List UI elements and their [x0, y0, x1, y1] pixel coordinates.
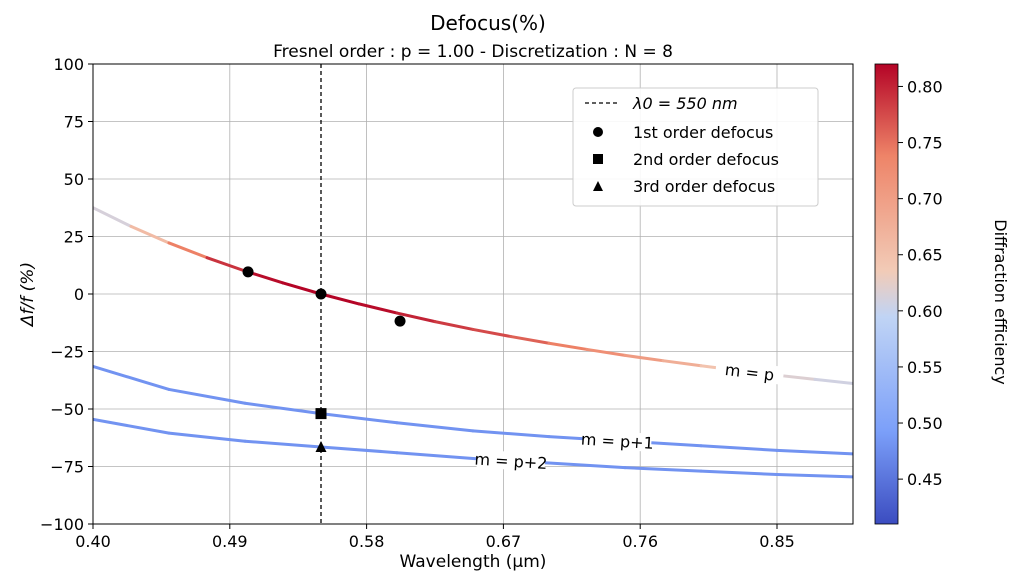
- legend: λ0 = 550 nm 1st order defocus 2nd order …: [572, 87, 819, 207]
- series-segment: [813, 377, 853, 385]
- colorbar-tick-label: 0.50: [907, 414, 943, 433]
- defocus-markers: [242, 266, 406, 452]
- series-segment: [509, 335, 551, 345]
- third-order-marker: [315, 440, 327, 452]
- x-axis-ticks: 0.40 0.49 0.58 0.67 0.76 0.85: [75, 524, 795, 551]
- x-tick-label: 0.85: [759, 532, 795, 551]
- y-tick-label: −50: [50, 400, 84, 419]
- series-segment: [585, 347, 627, 357]
- series-segment: [319, 292, 361, 306]
- colorbar-tick-label: 0.70: [907, 190, 943, 209]
- series-segment: [623, 353, 665, 363]
- colorbar: [874, 63, 899, 525]
- first-order-marker: [242, 266, 254, 278]
- series-segment: [471, 429, 551, 439]
- series-line-1: [93, 206, 853, 385]
- second-order-marker: [315, 408, 327, 420]
- legend-label-third-order: 3rd order defocus: [633, 177, 775, 196]
- series-segment: [319, 445, 399, 455]
- series-segment: [243, 401, 323, 416]
- legend-triangle-symbol: [593, 181, 603, 191]
- curve-label-bg: [714, 358, 785, 385]
- series-segment: [243, 439, 323, 449]
- legend-label-reference: λ0 = 550 nm: [632, 94, 738, 113]
- legend-square-symbol: [593, 154, 603, 164]
- series-segment: [395, 421, 475, 433]
- curve-label: m = p+1: [580, 430, 654, 453]
- series-segment: [775, 448, 853, 456]
- series-segment: [661, 359, 703, 368]
- series-segment: [319, 412, 399, 425]
- series-segment: [167, 431, 247, 443]
- y-tick-label: 25: [64, 228, 84, 247]
- series-line-3: [93, 417, 853, 479]
- curve-labels: m = p m = p+1 m = p+2: [474, 358, 785, 473]
- x-tick-label: 0.40: [75, 532, 111, 551]
- series-segment: [395, 451, 475, 460]
- y-tick-label: −100: [40, 515, 84, 534]
- series-segment: [699, 469, 779, 477]
- colorbar-tick-label: 0.60: [907, 302, 943, 321]
- colorbar-tick-label: 0.45: [907, 470, 943, 489]
- curve-label-bg: [582, 429, 652, 452]
- colorbar-label: Diffraction efficiency: [991, 219, 1010, 385]
- y-axis-ticks: 100 75 50 25 0 −25 −50 −75 −100: [40, 55, 93, 534]
- chart-title: Defocus(%): [430, 11, 546, 35]
- series-segment: [471, 327, 513, 339]
- y-tick-label: 0: [74, 285, 84, 304]
- colorbar-tick-label: 0.75: [907, 134, 943, 153]
- chart-subtitle: Fresnel order : p = 1.00 - Discretizatio…: [273, 42, 673, 62]
- y-tick-label: −75: [50, 458, 84, 477]
- first-order-marker: [315, 288, 327, 300]
- series-segment: [623, 466, 703, 473]
- series-segment: [205, 256, 247, 273]
- series-segment: [93, 364, 171, 391]
- series-segment: [547, 461, 627, 470]
- x-tick-label: 0.49: [212, 532, 248, 551]
- legend-label-second-order: 2nd order defocus: [633, 150, 779, 169]
- colorbar-tick-label: 0.55: [907, 358, 943, 377]
- curve-label: m = p: [724, 360, 775, 385]
- colorbar-ticks: 0.80 0.75 0.70 0.65 0.60 0.55 0.50 0.45: [898, 77, 943, 489]
- colorbar-tick-label: 0.65: [907, 246, 943, 265]
- series-segment: [699, 444, 779, 452]
- y-axis-label: Δf/f (%): [18, 262, 38, 328]
- series-segment: [395, 311, 437, 324]
- series-segment: [93, 417, 171, 435]
- y-tick-label: −25: [50, 343, 84, 362]
- curve-label-bg: [476, 449, 546, 472]
- y-tick-label: 50: [64, 170, 84, 189]
- series-segment: [547, 341, 589, 351]
- series-segment: [167, 241, 209, 260]
- x-tick-label: 0.67: [486, 532, 522, 551]
- series-segment: [357, 302, 399, 315]
- first-order-marker: [394, 315, 406, 327]
- series-segment: [433, 320, 475, 331]
- x-tick-label: 0.76: [622, 532, 658, 551]
- series-line-2: [93, 364, 853, 456]
- x-tick-label: 0.58: [349, 532, 385, 551]
- series-segment: [281, 281, 323, 296]
- legend-circle-symbol: [593, 127, 603, 137]
- series-segment: [775, 473, 853, 479]
- series-segment: [167, 387, 247, 405]
- series-segment: [93, 206, 133, 228]
- y-tick-label: 75: [64, 113, 84, 132]
- curve-label: m = p+2: [474, 450, 548, 473]
- series-segment: [129, 224, 171, 245]
- colorbar-tick-label: 0.80: [907, 77, 943, 96]
- curves: [93, 206, 853, 479]
- legend-box: [572, 87, 819, 207]
- y-tick-label: 100: [53, 55, 84, 74]
- x-axis-label: Wavelength (µm): [400, 552, 547, 571]
- legend-label-first-order: 1st order defocus: [633, 123, 773, 142]
